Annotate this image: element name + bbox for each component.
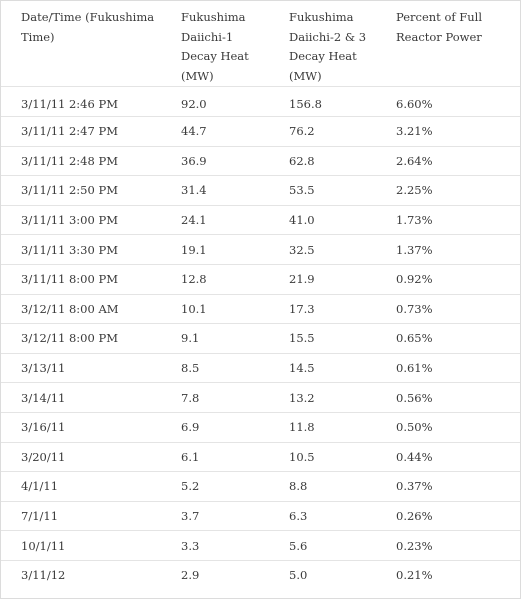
- table-row: 3/20/11 6.1 10.5 0.44%: [1, 442, 520, 473]
- cell-daiichi-1-heat: 44.7: [161, 116, 269, 147]
- cell-daiichi-1-heat: 36.9: [161, 146, 269, 177]
- cell-daiichi-1-heat: 10.1: [161, 294, 269, 325]
- cell-percent-power: 0.23%: [376, 530, 520, 561]
- cell-daiichi-1-heat: 19.1: [161, 234, 269, 265]
- cell-daiichi-2-3-heat: 17.3: [269, 294, 376, 325]
- column-header-percent-power: Percent of Full Reactor Power: [376, 1, 520, 87]
- cell-percent-power: 1.37%: [376, 234, 520, 265]
- cell-daiichi-2-3-heat: 6.3: [269, 501, 376, 532]
- cell-percent-power: 0.50%: [376, 412, 520, 443]
- table-body: 3/11/11 2:46 PM 92.0 156.8 6.60% 3/11/11 2:4…: [1, 86, 520, 591]
- column-header-datetime: Date/Time (Fukushima Time): [1, 1, 161, 87]
- header-row: Date/Time (Fukushima Time) Fukushima Dai…: [1, 1, 520, 87]
- cell-daiichi-1-heat: 2.9: [181, 568, 200, 583]
- table-row: 3/16/11 6.9 11.8 0.50%: [1, 412, 520, 443]
- table-row: 3/11/11 3:00 PM 24.1 41.0 1.73%: [1, 205, 520, 236]
- table-row: 7/1/11 3.7 6.3 0.26%: [1, 501, 520, 532]
- cell-datetime: 3/11/11 3:00 PM: [1, 205, 161, 236]
- cell-datetime: 3/11/11 2:46 PM: [1, 86, 161, 117]
- cell-datetime: 4/1/11: [1, 471, 161, 502]
- cell-percent-power: 2.25%: [376, 175, 520, 206]
- cell-daiichi-2-3-heat: 76.2: [269, 116, 376, 147]
- cell-daiichi-1-heat: 24.1: [161, 205, 269, 236]
- cell-daiichi-1-heat: 92.0: [161, 86, 269, 117]
- cell-datetime: 3/11/11 2:47 PM: [1, 116, 161, 147]
- cell-daiichi-2-3-heat: 5.6: [269, 530, 376, 561]
- cell-daiichi-1-heat: 5.2: [161, 471, 269, 502]
- table-row: 3/13/11 8.5 14.5 0.61%: [1, 353, 520, 384]
- cell-datetime: 3/11/11 2:48 PM: [1, 146, 161, 177]
- table-row: 3/11/11 2:50 PM 31.4 53.5 2.25%: [1, 175, 520, 206]
- cell-percent-power: 0.44%: [376, 442, 520, 473]
- table-row: 3/11/11 3:30 PM 19.1 32.5 1.37%: [1, 234, 520, 265]
- cell-datetime: 3/11/12: [21, 568, 66, 583]
- table-row: 10/1/11 3.3 5.6 0.23%: [1, 530, 520, 561]
- table-row: 3/11/11 2:46 PM 92.0 156.8 6.60%: [1, 86, 520, 117]
- cell-daiichi-1-heat: 3.3: [161, 530, 269, 561]
- cell-percent-power: 0.73%: [376, 294, 520, 325]
- cell-daiichi-2-3-heat: 13.2: [269, 382, 376, 413]
- cell-daiichi-2-3-heat: 15.5: [269, 323, 376, 354]
- cell-datetime: 3/12/11 8:00 AM: [1, 294, 161, 325]
- table-row: 3/11/11 2:48 PM 36.9 62.8 2.64%: [1, 146, 520, 177]
- cell-daiichi-1-heat: 9.1: [161, 323, 269, 354]
- table-row: 3/12/11 8:00 PM 9.1 15.5 0.65%: [1, 323, 520, 354]
- decay-heat-table: Date/Time (Fukushima Time) Fukushima Dai…: [1, 1, 520, 590]
- cell-daiichi-1-heat: 12.8: [161, 264, 269, 295]
- cell-percent-power: 6.60%: [376, 86, 520, 117]
- cell-daiichi-2-3-heat: 32.5: [269, 234, 376, 265]
- cell-percent-power: 0.92%: [376, 264, 520, 295]
- cell-percent-power: 0.21%: [396, 568, 433, 583]
- cell-percent-power: 0.26%: [376, 501, 520, 532]
- cell-datetime: 7/1/11: [1, 501, 161, 532]
- cell-datetime: 3/11/11 3:30 PM: [1, 234, 161, 265]
- table-row: 3/11/11 8:00 PM 12.8 21.9 0.92%: [1, 264, 520, 295]
- cell-datetime: 10/1/11: [1, 530, 161, 561]
- cell-percent-power: 0.56%: [376, 382, 520, 413]
- cell-daiichi-2-3-heat: 10.5: [269, 442, 376, 473]
- cell-daiichi-1-heat: 8.5: [161, 353, 269, 384]
- cell-percent-power: 3.21%: [376, 116, 520, 147]
- table-row: 3/11/11 2:47 PM 44.7 76.2 3.21%: [1, 116, 520, 147]
- cell-daiichi-2-3-heat: 53.5: [269, 175, 376, 206]
- column-header-daiichi-1: Fukushima Daiichi-1 Decay Heat (MW): [161, 1, 269, 87]
- cell-percent-power: 2.64%: [376, 146, 520, 177]
- cell-daiichi-2-3-heat: 156.8: [269, 86, 376, 117]
- cell-daiichi-1-heat: 6.9: [161, 412, 269, 443]
- cell-daiichi-2-3-heat: 11.8: [269, 412, 376, 443]
- cell-percent-power: 1.73%: [376, 205, 520, 236]
- cell-datetime: 3/14/11: [1, 382, 161, 413]
- table-row: 3/14/11 7.8 13.2 0.56%: [1, 382, 520, 413]
- cell-daiichi-2-3-heat: 14.5: [269, 353, 376, 384]
- cell-daiichi-1-heat: 31.4: [161, 175, 269, 206]
- cell-daiichi-2-3-heat: 21.9: [269, 264, 376, 295]
- cell-datetime: 3/11/11 2:50 PM: [1, 175, 161, 206]
- cell-daiichi-2-3-heat: 8.8: [269, 471, 376, 502]
- cell-datetime: 3/13/11: [1, 353, 161, 384]
- cell-daiichi-1-heat: 7.8: [161, 382, 269, 413]
- cell-daiichi-2-3-heat: 62.8: [269, 146, 376, 177]
- cell-datetime: 3/11/11 8:00 PM: [1, 264, 161, 295]
- cell-daiichi-1-heat: 6.1: [161, 442, 269, 473]
- cell-daiichi-1-heat: 3.7: [161, 501, 269, 532]
- cell-percent-power: 0.65%: [376, 323, 520, 354]
- table-row: 3/11/12 2.9 5.0 0.21%: [1, 560, 520, 590]
- cell-datetime: 3/20/11: [1, 442, 161, 473]
- cell-percent-power: 0.61%: [376, 353, 520, 384]
- column-header-daiichi-2-3: Fukushima Daiichi-2 & 3 Decay Heat (MW): [269, 1, 376, 87]
- cell-daiichi-2-3-heat: 5.0: [289, 568, 308, 583]
- table-header: Date/Time (Fukushima Time) Fukushima Dai…: [1, 1, 520, 87]
- cell-daiichi-2-3-heat: 41.0: [269, 205, 376, 236]
- cell-percent-power: 0.37%: [376, 471, 520, 502]
- cell-datetime: 3/16/11: [1, 412, 161, 443]
- cell-datetime: 3/12/11 8:00 PM: [1, 323, 161, 354]
- table-row: 4/1/11 5.2 8.8 0.37%: [1, 471, 520, 502]
- table-row: 3/12/11 8:00 AM 10.1 17.3 0.73%: [1, 294, 520, 325]
